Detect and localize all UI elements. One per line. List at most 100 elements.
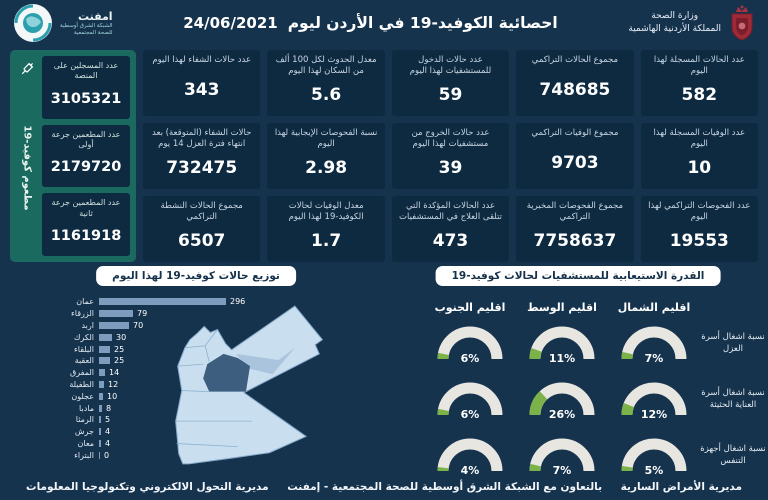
moh-line2: المملكة الأردنية الهاشمية <box>628 24 721 34</box>
stat-card: عدد المسجلين على المنصة 3105321 <box>42 56 130 119</box>
emphnet-sub1: الشبكة الشرق أوسطية <box>60 23 113 29</box>
bar-chart-title: توزيع حالات كوفيد-19 لهذا اليوم <box>96 266 296 286</box>
header: وزارة الصحة المملكة الأردنية الهاشمية اح… <box>0 0 768 46</box>
bar <box>99 451 100 459</box>
stat-card-label: عدد المسجلين على المنصة <box>53 61 119 81</box>
bar <box>99 333 112 341</box>
bar <box>99 345 110 353</box>
bar-category-label: العقبة <box>74 356 94 366</box>
stats-column-2: مجموع الحالات التراكمي 748685 مجموع الوفيا… <box>516 50 634 262</box>
report-date: 24/06/2021 <box>183 14 278 32</box>
stat-card-label: عدد المطعمين جرعة ثانية <box>51 198 121 218</box>
bar <box>99 321 129 329</box>
stat-card-label: معدل الوفيات لحالات الكوفيد-19 لهذا اليو… <box>288 201 364 223</box>
bar-row: عجلون 10 <box>26 390 276 402</box>
stat-card-value: 5.6 <box>311 85 342 106</box>
gauge-2-1: 12% <box>608 374 700 426</box>
stat-card-value: 1.7 <box>311 231 342 252</box>
bar-category-label: جرش <box>74 427 94 437</box>
gauge-row-label-3: نسبة اشغال أجهزة التنفس <box>700 444 766 466</box>
bar-row: العقبة 25 <box>26 355 276 367</box>
gauge-2-3: 6% <box>424 374 516 426</box>
gauge-1-1: 7% <box>608 318 700 370</box>
gauge-arc <box>529 326 595 360</box>
stat-card-value: 3105321 <box>50 90 122 107</box>
bar <box>99 369 105 377</box>
region-header-2: اقليم الوسط <box>527 301 597 314</box>
bar-category-label: مادبا <box>79 403 94 413</box>
gauge-row-label-2: نسبة اشغال أسرة العناية الحثيثة <box>701 388 765 410</box>
gauge-arc <box>437 326 503 360</box>
bar-row: مادبا 8 <box>26 402 276 414</box>
gauge-percent: 26% <box>548 408 576 421</box>
stat-card-label: عدد الوفيات المسجلة لهذا اليوم <box>653 128 746 150</box>
bar-category-label: المفرق <box>70 368 94 378</box>
bar-value: 8 <box>106 403 112 413</box>
gauge-percent: 6% <box>460 352 480 365</box>
gauge-grid: اقليم الشمال اقليم الوسط اقليم الجنوب نسبة … <box>390 290 768 482</box>
page-title: احصائية الكوفيد-19 في الأردن ليوم <box>287 14 558 32</box>
stat-card-value: 59 <box>438 85 463 106</box>
footer-left: مديرية التحول الالكتروني وتكنولوجيا المع… <box>26 481 269 493</box>
stat-card: عدد المطعمين جرعة ثانية 1161918 <box>42 193 130 257</box>
stat-card: حالات الشفاء (المتوقعة) بعد انتهاء فترة … <box>143 123 261 189</box>
hospital-capacity-section: اقليم الشمال اقليم الوسط اقليم الجنوب نسبة … <box>390 290 768 482</box>
stat-card: عدد المطعمين جرعة أولى 2179720 <box>42 124 130 188</box>
stat-card-value: 473 <box>432 231 469 252</box>
stat-card-value: 2179720 <box>50 159 122 176</box>
bar-row: الكرك 30 <box>26 331 276 343</box>
cases-bar-chart: عمان 296 الزرقاء 79 اربد 70 الكرك 30 البلقاء 25 ال… <box>26 296 276 461</box>
gauge-percent: 6% <box>460 408 480 421</box>
stats-column-5: عدد حالات الشفاء لهذا اليوم 343 حالات الشف… <box>143 50 261 262</box>
syringe-icon <box>21 62 34 75</box>
jordan-map-svg <box>175 305 324 465</box>
stat-card-value: 39 <box>438 158 463 179</box>
jordan-map <box>168 303 330 468</box>
gauge-percent: 11% <box>548 352 576 365</box>
stat-card-label: نسبة الفحوصات الإيجابية لهذا اليوم <box>274 128 378 150</box>
bar-row: جرش 4 <box>26 426 276 438</box>
emphnet-globe-icon <box>14 4 52 42</box>
bar-row: المفرق 14 <box>26 367 276 379</box>
bar-value: 25 <box>114 344 125 354</box>
stat-card: عدد الفحوصات التراكمي لهذا اليوم 19553 <box>640 196 758 262</box>
bar-category-label: معان <box>77 438 94 448</box>
stat-card-label: عدد الحالات المسجلة لهذا اليوم <box>653 55 745 77</box>
bar-value: 10 <box>107 391 118 401</box>
stat-card-value: 10 <box>687 158 712 179</box>
stat-card: مجموع الوفيات التراكمي 9703 <box>516 123 634 189</box>
ministry-of-health-logo-block: وزارة الصحة المملكة الأردنية الهاشمية <box>628 5 756 41</box>
stat-card-label: مجموع الحالات التراكمي <box>531 55 619 65</box>
bar <box>99 298 226 306</box>
gauge-1-2: 11% <box>516 318 608 370</box>
gauge-3-2: 7% <box>516 430 608 482</box>
stat-card: عدد الوفيات المسجلة لهذا اليوم 10 <box>640 123 758 189</box>
bar-value: 0 <box>104 450 110 460</box>
bar-value: 14 <box>109 368 120 378</box>
bar-row: عمان 296 <box>26 296 276 308</box>
bar-value: 4 <box>105 438 111 448</box>
stats-grid: عدد الحالات المسجلة لهذا اليوم 582 عدد الو… <box>10 50 758 262</box>
stat-card: معدل الحدوث لكل 100 ألف من السكان لهذا ا… <box>267 50 385 116</box>
gauge-row-label-1: نسبة اشغال أسرة العزل <box>701 332 765 354</box>
bar-value: 4 <box>105 427 111 437</box>
stat-card-value: 1161918 <box>50 228 122 245</box>
footer-center: بالتعاون مع الشبكة الشرق أوسطية للصحة ال… <box>287 481 603 493</box>
bar-value: 5 <box>105 415 111 425</box>
stat-card-value: 2.98 <box>305 158 348 179</box>
vaccination-side-strip: مطعوم كوفيد-19 <box>16 56 38 256</box>
gauge-arc <box>529 382 595 416</box>
capacity-title: القدرة الاستيعابية للمستشفيات لحالات كوف… <box>435 266 721 286</box>
stat-card-value: 343 <box>183 79 220 100</box>
stat-card-label: عدد الفحوصات التراكمي لهذا اليوم <box>648 201 751 223</box>
bar-category-label: البلقاء <box>74 344 94 354</box>
stat-card-value: 19553 <box>669 231 729 252</box>
bar-row: البتراء 0 <box>26 449 276 461</box>
bar-category-label: الكرك <box>73 332 94 342</box>
stat-card-value: 582 <box>681 85 718 106</box>
gauge-arc <box>437 438 503 472</box>
gauge-percent: 12% <box>640 408 668 421</box>
vaccination-cards: عدد المسجلين على المنصة 3105321 عدد المطعم… <box>42 56 130 257</box>
stat-card-label: عدد المطعمين جرعة أولى <box>51 129 121 150</box>
bar-category-label: الزرقاء <box>71 309 94 319</box>
